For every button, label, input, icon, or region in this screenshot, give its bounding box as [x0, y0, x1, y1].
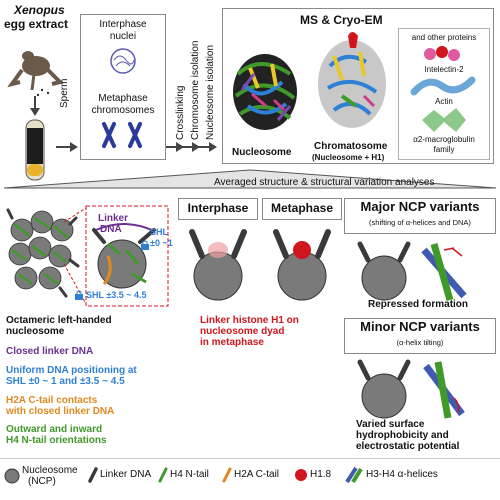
shl-top-line2: ±0 ~1	[150, 238, 173, 248]
h4-line1: Outward and inward	[6, 424, 103, 435]
h1-line1: Linker histone H1 on	[200, 315, 299, 326]
uniform-line1: Uniform DNA positioning at	[6, 365, 137, 376]
step-nucleosome-isolation: Nucleosome isolation	[205, 44, 216, 140]
legend-h4: H4 N-tail	[170, 469, 209, 480]
shl-top-line1: SHL	[150, 227, 168, 237]
arrow-right-icon	[182, 142, 200, 152]
legend-ncp-line2: (NCP)	[28, 476, 56, 487]
minor-variants-sub: (α-helix tilting)	[396, 338, 444, 347]
metaphase-line2: chromosomes	[91, 105, 155, 116]
nucleosome-structure-image	[233, 54, 297, 130]
h4-line2: H4 N-tail orientations	[6, 435, 107, 446]
macroglobulin-line1: α2-macroglobulin	[413, 135, 475, 144]
banner-arrow	[3, 169, 497, 189]
interphase-nuclei-line2: nuclei	[109, 31, 137, 42]
ms-cryoem-box	[222, 8, 494, 164]
sperm-label: Sperm	[59, 78, 70, 108]
sample-box	[80, 14, 166, 160]
interphase-nuclei-line1: Interphase	[99, 19, 147, 30]
actin-structure-image	[410, 76, 476, 96]
test-tube-icon	[25, 119, 45, 181]
arrow-down-icon	[30, 96, 40, 116]
uniform-line2: SHL ±0 ~ 1 and ±3.5 ~ 4.5	[6, 376, 125, 387]
lock-icon	[75, 290, 83, 300]
closed-linker-label: Closed linker DNA	[6, 346, 94, 357]
macroglobulin-structure-image	[422, 108, 466, 132]
interphase-header: Interphase	[187, 201, 249, 215]
h18-legend-icon	[295, 469, 307, 481]
metaphase-header-box	[262, 198, 342, 220]
interphase-header-box	[178, 198, 258, 220]
arrow-right-icon	[56, 142, 78, 152]
step-crosslinking: Crosslinking	[175, 85, 186, 140]
nucleosome-label: Nucleosome	[232, 147, 292, 158]
frog-icon	[7, 51, 64, 97]
legend-helices: H3-H4 α-helices	[366, 469, 438, 480]
major-variant-diagram	[357, 241, 467, 301]
minor-variants-title: Minor NCP variants	[360, 319, 480, 334]
major-variants-sub: (shifting of α-helices and DNA)	[369, 218, 471, 227]
chromatosome-structure-image	[318, 32, 386, 128]
step-chromosome-isolation: Chromosome isolation	[190, 40, 201, 141]
octameric-line2: nucleosome	[6, 326, 65, 337]
legend-linker: Linker DNA	[100, 469, 152, 480]
lock-icon	[141, 240, 149, 250]
chromatosome-label: Chromatosome	[314, 141, 388, 152]
h2a-tail-legend-icon	[222, 467, 232, 483]
legend-h2a: H2A C-tail	[234, 469, 280, 480]
linker-dna-label-line1: Linker	[98, 213, 129, 224]
actin-label: Actin	[435, 97, 453, 106]
major-variants-box	[344, 198, 496, 234]
banner-label: Averaged structure & structural variatio…	[214, 177, 435, 188]
h1-line2: nucleosome dyad	[200, 326, 285, 337]
title-egg-extract: egg extract	[4, 17, 69, 31]
arrow-right-icon	[197, 142, 217, 152]
nucleus-icon	[110, 48, 136, 74]
title-xenopus: Xenopus	[14, 3, 65, 17]
ms-cryoem-title: MS & Cryo-EM	[300, 13, 383, 27]
macroglobulin-line2: family	[433, 145, 455, 154]
helices-legend-icon	[345, 466, 363, 484]
legend-h18: H1.8	[310, 469, 332, 480]
linker-dna-legend-icon	[88, 467, 98, 483]
interphase-nucleosome-diagram	[189, 229, 247, 301]
metaphase-nucleosome-diagram	[273, 229, 331, 301]
h4-tail-legend-icon	[158, 467, 168, 483]
legend-ncp-line1: Nucleosome	[22, 465, 78, 476]
varied-line1: Varied surface	[356, 419, 425, 430]
h2a-line1: H2A C-tail contacts	[6, 395, 98, 406]
arrow-right-icon	[166, 142, 184, 152]
other-proteins-label: and other proteins	[411, 33, 477, 42]
varied-line3: electrostatic potential	[356, 441, 460, 452]
intelectin-structure-image	[424, 46, 460, 61]
legend-divider	[0, 458, 500, 459]
repressed-label: Repressed formation	[368, 299, 469, 310]
shl-bottom-label: SHL ±3.5 ~ 4.5	[86, 290, 147, 300]
metaphase-header: Metaphase	[270, 201, 334, 215]
major-variants-title: Major NCP variants	[360, 199, 480, 214]
h2a-line2: with closed linker DNA	[6, 406, 115, 417]
octameric-line1: Octameric left-handed	[6, 315, 112, 326]
ncp-legend-icon	[4, 468, 20, 484]
chromosome-icon	[102, 122, 142, 148]
h1-line3: in metaphase	[200, 337, 264, 348]
minor-variant-diagram	[357, 359, 465, 419]
octameric-nucleosome-diagram	[6, 205, 169, 307]
linker-dna-label-line2: DNA	[100, 224, 122, 235]
minor-variants-box	[344, 318, 496, 354]
chromatosome-sub: (Nucleosome + H1)	[312, 153, 385, 162]
other-proteins-box	[398, 28, 490, 160]
varied-line2: hydrophobicity and	[356, 430, 449, 441]
intelectin-label: Intelectin-2	[424, 65, 464, 74]
metaphase-line1: Metaphase	[98, 93, 148, 104]
